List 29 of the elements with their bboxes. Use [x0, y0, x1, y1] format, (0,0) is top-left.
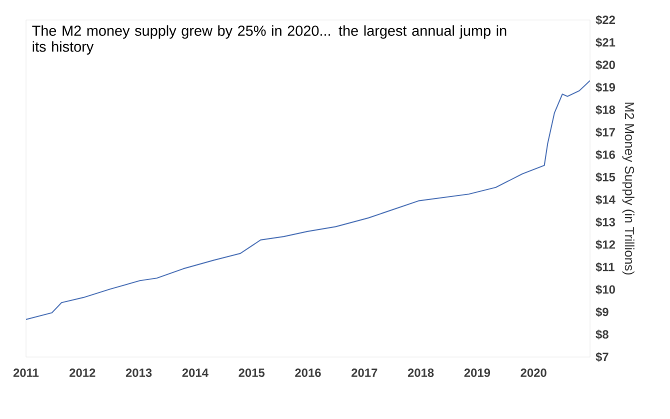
- y-axis-title: M2 Money Supply (in Trillions): [622, 102, 634, 275]
- y-tick-label: $16: [596, 150, 616, 160]
- y-tick-label: $17: [596, 127, 615, 138]
- y-tick-label: $11: [596, 262, 614, 272]
- y-tick-label: $12: [596, 240, 615, 250]
- y-tick-label: $20: [596, 60, 615, 70]
- y-tick-label: $7: [596, 352, 608, 362]
- x-tick-label: 2014: [182, 368, 208, 377]
- x-tick-label: 2015: [238, 368, 265, 377]
- x-tick-label: 2016: [295, 368, 321, 377]
- x-tick-label: 2019: [464, 368, 490, 377]
- y-tick-label: $18: [596, 104, 616, 115]
- y-tick-label: $10: [596, 284, 615, 294]
- y-tick-label: $21: [596, 38, 616, 48]
- text: The M2 money supply grew by 25% in 2020... the largest annual jump in its history: [32, 25, 506, 55]
- y-tick-label: $22: [596, 15, 615, 25]
- x-tick-label: 2020: [520, 368, 546, 377]
- x-tick-label: 2012: [70, 368, 96, 377]
- y-tick-label: $8: [596, 330, 608, 340]
- x-tick-label: 2013: [126, 368, 152, 378]
- y-tick-label: $15: [596, 172, 616, 182]
- y-tick-label: $13: [596, 217, 616, 228]
- y-tick-label: $9: [596, 307, 608, 317]
- y-tick-label: $19: [596, 82, 616, 92]
- x-tick-label: 2017: [352, 368, 378, 377]
- line-series: [26, 80, 590, 320]
- y-tick-label: $14: [596, 194, 616, 205]
- x-tick-label: 2018: [408, 368, 434, 377]
- x-tick-label: 2011: [13, 368, 39, 377]
